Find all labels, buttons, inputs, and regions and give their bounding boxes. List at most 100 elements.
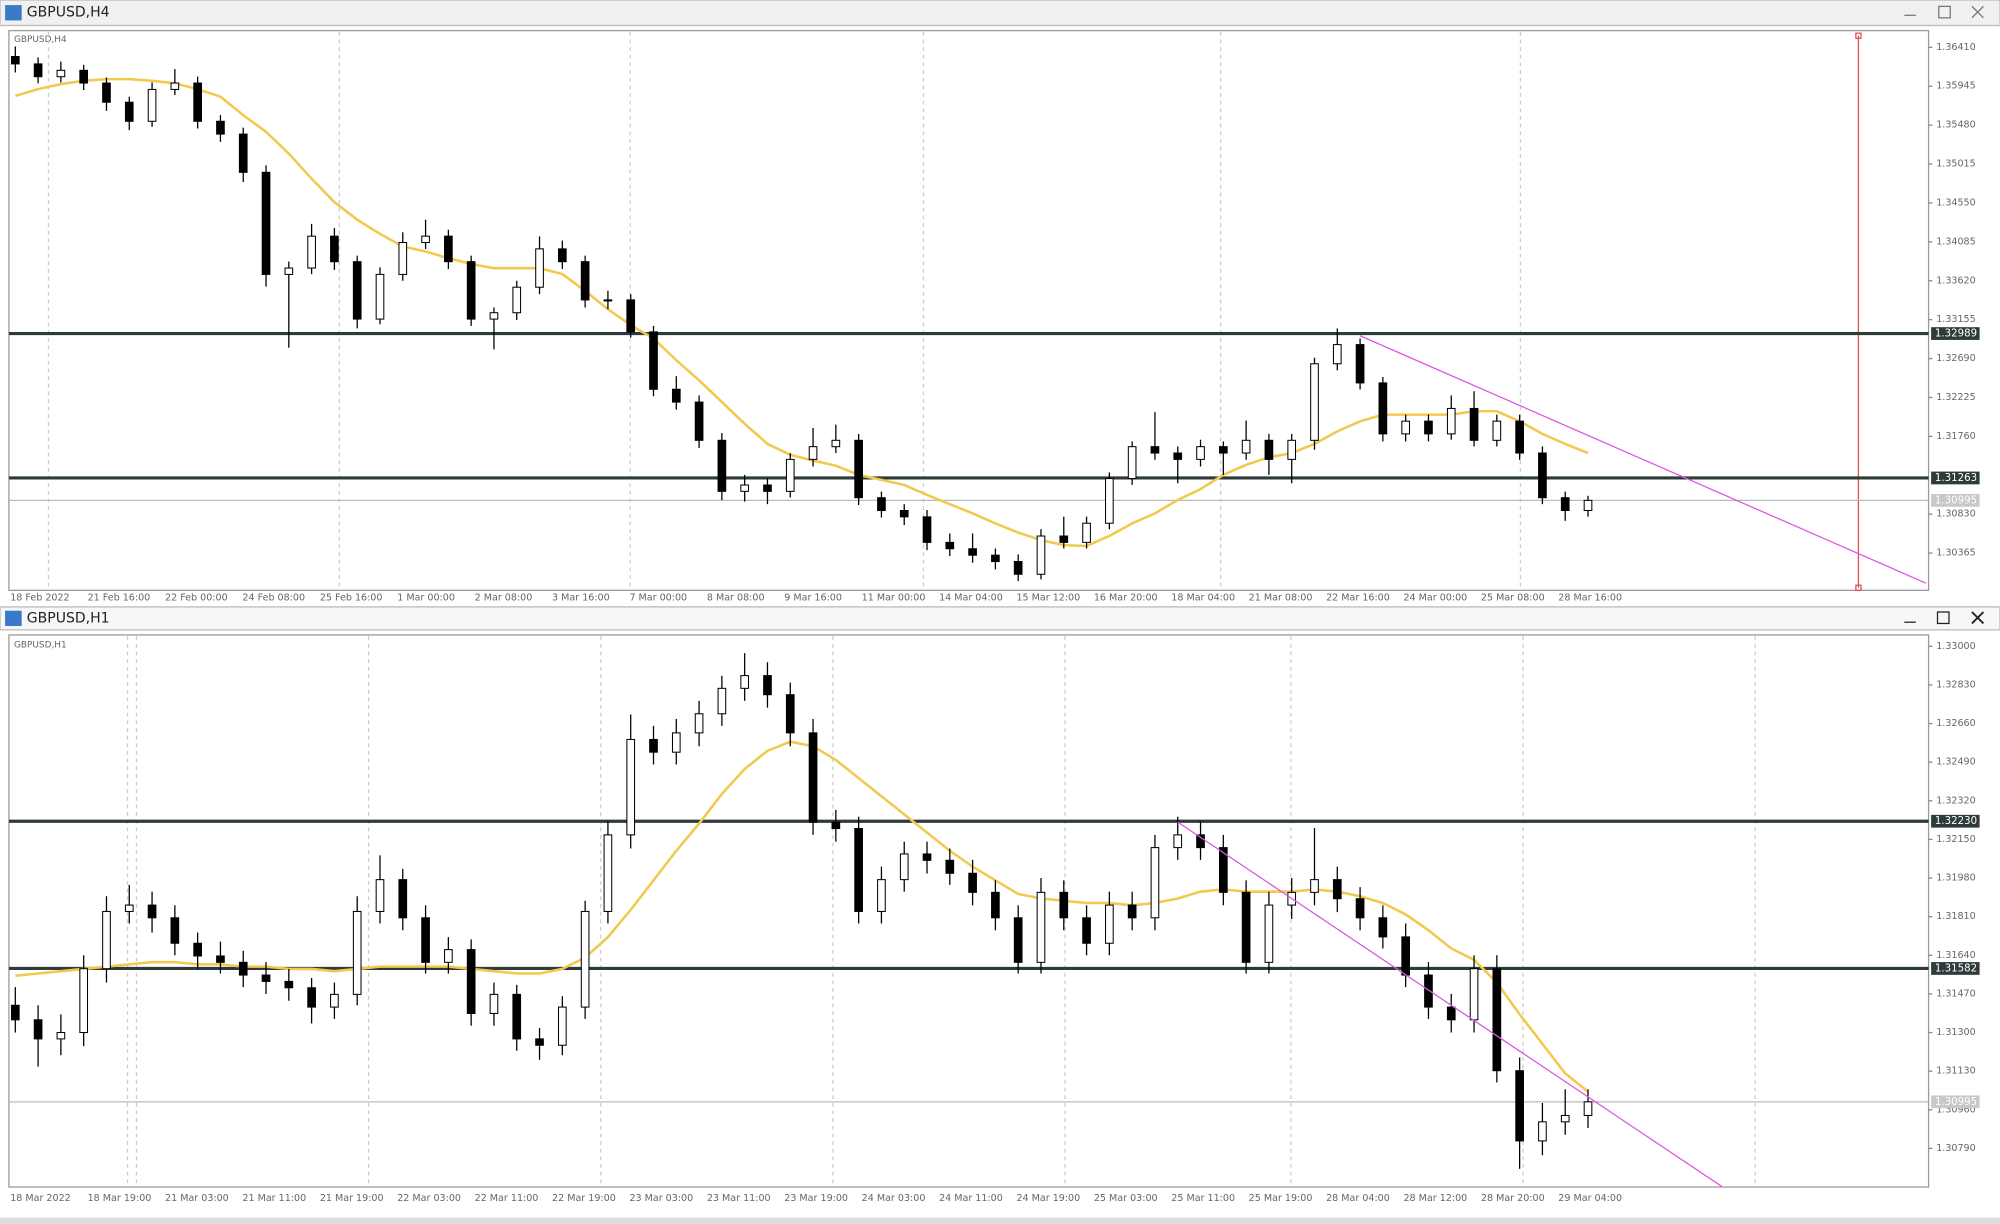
y-tick-label: 1.32150: [1936, 834, 1975, 845]
candle-body: [717, 439, 727, 492]
candle-body: [1492, 420, 1502, 441]
x-tick-label: 21 Feb 16:00: [88, 592, 151, 603]
x-tick-label: 22 Mar 19:00: [552, 1193, 616, 1204]
x-tick-label: 21 Mar 19:00: [320, 1193, 384, 1204]
candle-body: [649, 738, 658, 753]
candle-body: [1538, 1121, 1547, 1142]
x-tick-label: 29 Mar 04:00: [1558, 1193, 1622, 1204]
candle-body: [1241, 439, 1251, 454]
x-tick-label: 21 Mar 03:00: [165, 1193, 229, 1204]
candle-body: [1355, 898, 1365, 919]
x-tick-label: 25 Feb 16:00: [320, 592, 383, 603]
x-tick-label: 21 Mar 11:00: [242, 1193, 306, 1204]
candle-body: [808, 732, 818, 823]
handle[interactable]: [1855, 32, 1862, 39]
x-tick-label: 28 Mar 12:00: [1403, 1193, 1467, 1204]
candle-body: [398, 242, 408, 275]
x-tick-label: 25 Mar 08:00: [1481, 592, 1545, 603]
candle-body: [56, 1032, 66, 1040]
candle-body: [124, 101, 134, 122]
candle-body: [1446, 407, 1456, 435]
candle-body: [1515, 420, 1524, 454]
candle-body: [1355, 344, 1365, 384]
candle-body: [1082, 522, 1091, 543]
candle-body: [193, 942, 202, 957]
x-tick-label: 16 Mar 20:00: [1094, 592, 1158, 603]
candle-body: [694, 401, 704, 441]
candle-body: [193, 82, 202, 122]
candle-body: [1446, 1006, 1456, 1021]
x-tick-label: 25 Mar 11:00: [1171, 1193, 1235, 1204]
candle-body: [1492, 968, 1502, 1072]
candle-body: [124, 904, 134, 912]
candle-body: [1013, 561, 1023, 575]
level-label: 1.32989: [1935, 329, 1977, 340]
candle-body: [444, 235, 453, 263]
candle-body: [1150, 446, 1160, 454]
candle-body: [1218, 847, 1228, 893]
maximize-button[interactable]: [1936, 611, 1950, 625]
x-tick-label: 22 Mar 16:00: [1326, 592, 1390, 603]
candle-body: [1378, 917, 1388, 938]
y-tick-label: 1.32225: [1936, 392, 1975, 403]
candle-body: [375, 273, 385, 320]
level-label: 1.32230: [1935, 816, 1977, 827]
x-tick-label: 24 Mar 19:00: [1016, 1193, 1080, 1204]
candle-body: [991, 554, 1000, 563]
current-price-label: 1.30995: [1935, 1097, 1977, 1108]
y-tick-label: 1.31760: [1936, 431, 1975, 442]
x-tick-label: 28 Mar 20:00: [1481, 1193, 1545, 1204]
candle-body: [1105, 478, 1114, 524]
y-tick-label: 1.35015: [1936, 159, 1975, 170]
y-tick-label: 1.30830: [1936, 509, 1975, 520]
candle-body: [785, 694, 795, 734]
candle-body: [284, 980, 294, 989]
x-tick-label: 22 Mar 03:00: [397, 1193, 461, 1204]
candle-body: [831, 439, 841, 448]
candle-body: [307, 235, 316, 269]
maximize-button[interactable]: [1938, 5, 1951, 19]
candle-body: [489, 993, 499, 1014]
status-bar: [0, 1217, 2000, 1224]
candle-body: [808, 446, 818, 460]
candle-body: [1241, 891, 1251, 963]
window-icon: [5, 5, 22, 21]
price-label-bg: [1931, 494, 1980, 507]
candle-body: [626, 738, 636, 836]
chart-label: GBPUSD,H1: [14, 641, 67, 651]
candle-body: [1310, 879, 1319, 893]
x-tick-label: 8 Mar 08:00: [707, 592, 765, 603]
candle-body: [785, 458, 795, 492]
candle-body: [1538, 452, 1547, 499]
candle-body: [1264, 904, 1274, 963]
candle-body: [1036, 535, 1046, 575]
y-tick-label: 1.31640: [1936, 950, 1975, 961]
candle-body: [10, 1004, 20, 1021]
candle-body: [557, 248, 567, 263]
close-button[interactable]: [1971, 611, 1985, 625]
handle[interactable]: [1855, 584, 1862, 591]
candle-body: [1332, 344, 1342, 365]
candle-body: [603, 299, 613, 302]
y-tick-label: 1.32490: [1936, 757, 1975, 768]
y-tick-label: 1.35480: [1936, 120, 1975, 131]
close-button[interactable]: [1971, 5, 1984, 19]
candle-body: [421, 917, 430, 963]
price-label-bg: [1931, 471, 1980, 485]
x-tick-label: 18 Feb 2022: [10, 592, 69, 603]
candle-body: [1218, 446, 1228, 454]
candle-body: [671, 388, 681, 403]
candle-body: [1560, 1114, 1570, 1123]
y-tick-label: 1.31130: [1936, 1066, 1975, 1077]
candle-body: [1424, 420, 1433, 435]
candle-body: [1515, 1070, 1524, 1142]
candle-body: [580, 261, 590, 301]
candle-body: [649, 331, 658, 390]
candle-body: [421, 235, 430, 244]
x-tick-label: 25 Mar 19:00: [1249, 1193, 1313, 1204]
x-tick-label: 24 Mar 03:00: [862, 1193, 926, 1204]
candle-body: [170, 82, 180, 90]
candle-body: [56, 69, 66, 78]
current-price-label: 1.30995: [1935, 495, 1977, 506]
